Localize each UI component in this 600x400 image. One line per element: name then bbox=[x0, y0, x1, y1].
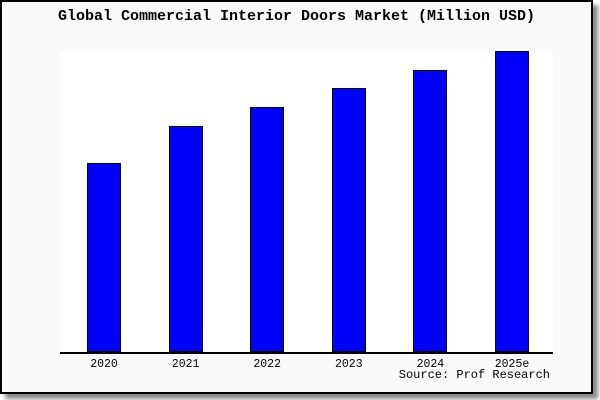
bar-2025e bbox=[495, 51, 529, 352]
plot-area bbox=[60, 51, 553, 354]
x-tick-label-2021: 2021 bbox=[171, 358, 200, 371]
bar-2022 bbox=[250, 107, 285, 352]
x-tick-label-2022: 2022 bbox=[253, 358, 281, 371]
bar-2020 bbox=[87, 163, 121, 352]
x-tick-label-2025e: 2025e bbox=[494, 358, 530, 371]
bar-2024 bbox=[413, 70, 448, 352]
bar-2023 bbox=[331, 88, 366, 352]
chart-title: Global Commercial Interior Doors Market … bbox=[57, 8, 536, 25]
bar-2021 bbox=[168, 126, 203, 352]
x-tick-label-2023: 2023 bbox=[334, 358, 363, 371]
x-tick-label-2024: 2024 bbox=[416, 358, 445, 371]
source-credit: Source: Prof Research bbox=[398, 368, 550, 382]
x-tick-label-2020: 2020 bbox=[90, 358, 118, 371]
chart-card: Global Commercial Interior Doors Market … bbox=[0, 0, 593, 394]
